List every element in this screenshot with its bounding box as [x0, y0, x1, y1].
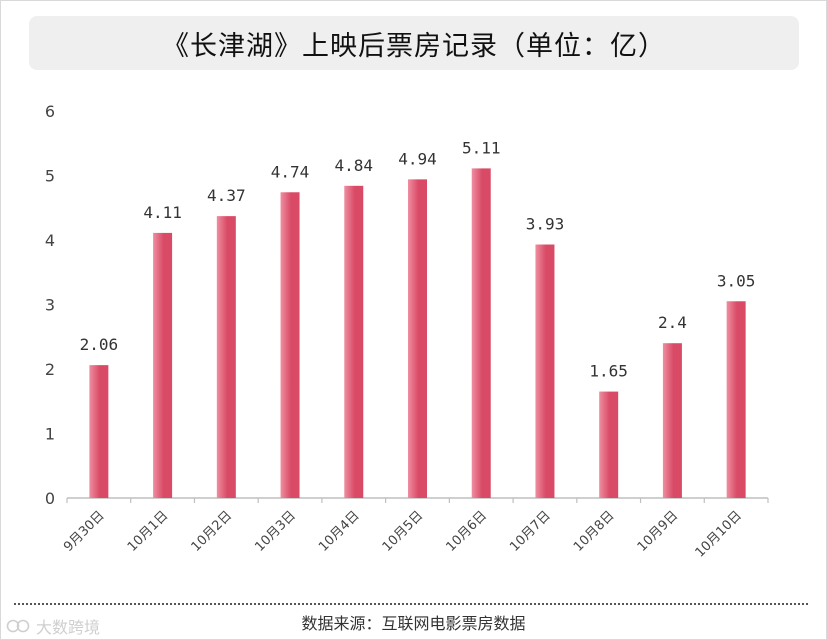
bar — [153, 232, 173, 498]
bar-value-label: 4.94 — [398, 149, 437, 168]
bar-value-label: 4.11 — [143, 203, 182, 222]
bar-value-label: 3.93 — [526, 215, 565, 234]
footer-divider — [14, 603, 808, 605]
bar-value-label: 5.11 — [462, 138, 501, 157]
bar-value-label: 4.74 — [271, 162, 310, 181]
y-tick-label: 3 — [45, 296, 55, 315]
bar-value-label: 4.37 — [207, 186, 246, 205]
y-tick-label: 1 — [45, 425, 55, 444]
y-tick-label: 5 — [45, 167, 55, 186]
bar — [408, 179, 427, 498]
bar — [599, 391, 619, 498]
data-source: 数据来源：互联网电影票房数据 — [301, 614, 526, 633]
bar-value-label: 2.4 — [658, 313, 687, 332]
x-category-label: 10月6日 — [444, 508, 491, 555]
x-category-label: 10月8日 — [571, 508, 618, 555]
y-tick-label: 0 — [45, 489, 55, 508]
bar — [535, 244, 555, 498]
bar — [662, 343, 682, 498]
x-category-label: 10月1日 — [125, 508, 172, 555]
bar-value-label: 4.84 — [335, 156, 374, 175]
bar — [726, 301, 746, 498]
x-category-label: 10月5日 — [380, 508, 427, 555]
x-category-label: 9月30日 — [61, 508, 108, 555]
x-category-label: 10月9日 — [635, 508, 682, 555]
x-category-label: 10月2日 — [189, 508, 236, 555]
bar — [344, 185, 364, 498]
y-tick-label: 6 — [45, 102, 55, 121]
bar — [471, 168, 491, 498]
x-category-label: 10月3日 — [252, 508, 299, 555]
x-category-label: 10月10日 — [693, 508, 745, 560]
bar-value-label: 1.65 — [589, 362, 628, 381]
watermark: 大数跨境 — [6, 614, 100, 638]
bar-chart: 0 1 2 3 4 5 6 2.06 9月30日 4.11 10月1日 4.37 10月2日 4.74 10… — [45, 102, 769, 561]
y-tick-label: 4 — [45, 231, 55, 250]
watermark-logo-icon — [6, 619, 30, 633]
chart-title: 《长津湖》上映后票房记录（单位：亿） — [162, 30, 666, 62]
bar — [216, 216, 236, 498]
bar-value-label: 2.06 — [80, 335, 119, 354]
x-category-label: 10月7日 — [507, 508, 554, 555]
title-banner: 《长津湖》上映后票房记录（单位：亿） — [29, 16, 799, 70]
y-tick-label: 2 — [45, 360, 55, 379]
bar — [89, 365, 109, 498]
bar — [280, 192, 300, 498]
x-category-label: 10月4日 — [316, 508, 363, 555]
watermark-text: 大数跨境 — [36, 618, 101, 637]
bar-value-label: 3.05 — [717, 271, 756, 290]
